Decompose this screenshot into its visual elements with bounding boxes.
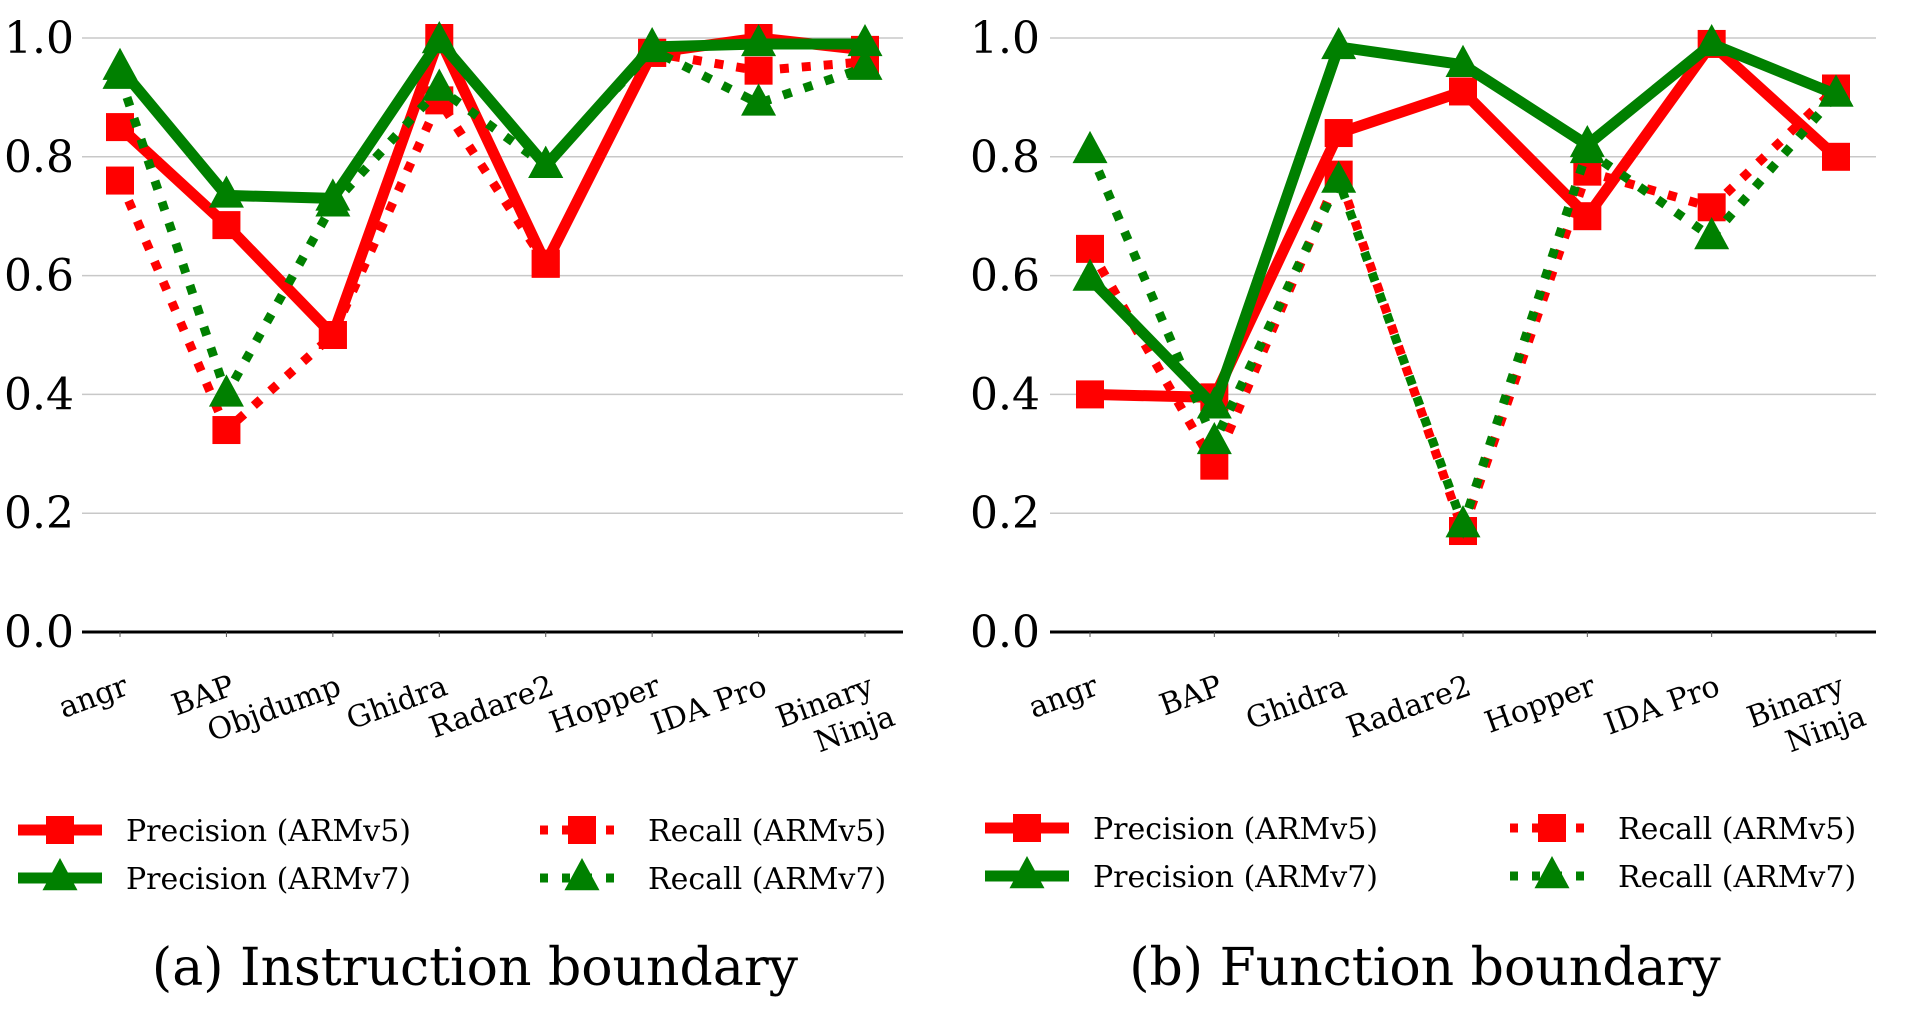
data-point [1200,451,1229,480]
data-point [1694,23,1730,57]
legend-marker [568,816,596,844]
data-point [421,21,457,54]
data-point [106,113,134,142]
data-point [1449,77,1477,106]
data-point [1196,421,1232,455]
legend-marker [1534,856,1570,889]
legend-marker [1013,814,1041,842]
x-tick-label: angr [1024,668,1103,725]
data-point [102,56,138,89]
y-tick-label: 0.4 [4,369,74,420]
legend-marker [1009,856,1045,889]
data-point [531,249,560,278]
data-point [1321,160,1357,193]
data-point [1324,119,1353,148]
x-tick-label: BinaryNinja [1743,665,1871,769]
panel-caption: (a) Instruction boundary [152,938,799,998]
data-point [1072,258,1108,291]
legend-label: Precision (ARMv7) [1093,860,1378,895]
data-point [208,374,244,407]
y-tick-label: 0.6 [970,251,1040,302]
data-point [741,23,777,57]
x-tick-label: Hopper [1480,668,1600,740]
x-tick-label: BAP [1155,669,1227,724]
data-point [1445,505,1481,538]
x-tick-label: IDA Pro [647,669,771,743]
legend-marker [42,858,78,891]
data-point [847,47,883,80]
legend-label: Recall (ARMv7) [648,862,886,897]
y-tick-label: 0.2 [4,488,74,539]
legend-label: Recall (ARMv5) [648,814,886,849]
data-point [1573,202,1602,231]
x-tick-label: BinaryNinja [772,665,900,769]
y-tick-label: 0.6 [4,251,74,302]
y-tick-label: 0.8 [4,132,74,183]
data-point [634,29,670,63]
x-tick-label: Radare2 [1342,669,1476,746]
data-point [847,23,883,57]
legend-label: Recall (ARMv7) [1618,860,1856,895]
legend-marker [564,858,600,891]
data-point [1822,142,1850,171]
data-point [1818,74,1854,107]
data-point [212,211,241,240]
x-tick-label: IDA Pro [1600,669,1724,743]
legend-marker [46,816,74,844]
y-tick-label: 0.2 [970,488,1040,539]
legend-label: Precision (ARMv5) [126,814,411,849]
x-tick-label: angr [54,668,133,725]
data-point [1694,217,1730,250]
data-point [1076,234,1104,263]
y-tick-label: 0.8 [970,132,1040,183]
series-line-recall-armv5- [115,47,866,438]
data-point [106,166,134,195]
data-point [212,416,241,445]
legend-label: Precision (ARMv7) [126,862,411,897]
data-point [528,145,564,178]
data-point [1076,380,1104,409]
y-tick-label: 0.0 [970,607,1040,658]
panel-caption: (b) Function boundary [1129,938,1721,998]
data-point [318,321,347,349]
data-point [1072,130,1108,164]
data-point [741,83,777,116]
y-tick-label: 0.0 [4,607,74,658]
y-tick-label: 1.0 [4,13,74,64]
data-point [1697,193,1726,222]
y-tick-label: 1.0 [970,13,1040,64]
data-point [1445,44,1481,77]
data-point [744,56,773,85]
data-point [1321,26,1357,60]
x-tick-label: Radare2 [425,669,559,746]
legend-marker [1538,814,1566,842]
y-tick-label: 0.4 [970,369,1040,420]
data-point [208,175,244,208]
legend-label: Precision (ARMv5) [1093,812,1378,847]
series-line-recall-armv7- [115,44,867,406]
series-line-precision-armv7- [115,31,865,204]
legend-label: Recall (ARMv5) [1618,812,1856,847]
data-point [1569,130,1605,164]
data-point [315,184,351,217]
x-tick-label: Ghidra [1241,669,1351,738]
data-point [421,68,457,101]
x-tick-label: Hopper [545,668,665,740]
data-point [1196,386,1232,419]
